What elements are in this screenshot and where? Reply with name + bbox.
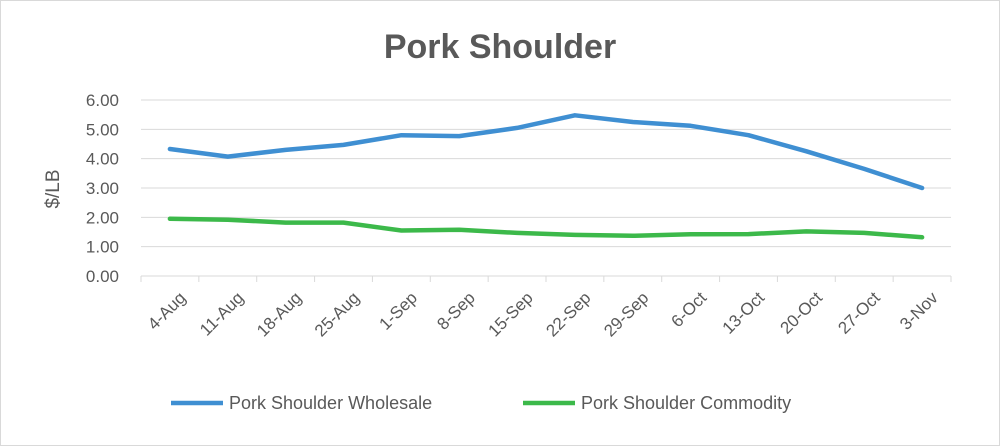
x-tick-label: 27-Oct [834,288,884,338]
y-axis-ticks: 0.00 1.00 2.00 3.00 4.00 5.00 6.00 [86,91,119,286]
x-tick-label: 22-Sep [542,288,594,340]
x-tick-label: 20-Oct [776,288,826,338]
gridlines [140,99,952,282]
chart-title: Pork Shoulder [384,28,616,66]
x-tick-label: 6-Oct [667,288,710,331]
legend-label-1: Pork Shoulder Wholesale [229,393,432,413]
y-tick-label: 2.00 [86,208,119,227]
y-axis-label: $/LB [43,169,64,208]
x-tick-label: 3-Nov [896,288,942,334]
series-line-1 [167,113,925,191]
x-tick-label: 13-Oct [719,288,769,338]
legend-label-2: Pork Shoulder Commodity [581,393,791,413]
x-tick-label: 1-Sep [375,288,421,334]
x-tick-label: 29-Sep [600,288,652,340]
y-tick-label: 0.00 [86,267,119,286]
x-tick-label: 8-Sep [433,288,479,334]
series-line-2 [167,216,925,240]
y-tick-label: 4.00 [86,150,119,169]
x-tick-label: 4-Aug [144,288,190,334]
y-tick-label: 3.00 [86,179,119,198]
x-tick-label: 15-Sep [485,288,537,340]
x-tick-label: 11-Aug [196,288,247,339]
legend: Pork Shoulder Wholesale Pork Shoulder Com… [171,393,791,413]
y-tick-label: 5.00 [86,120,119,139]
x-axis-ticks: 4-Aug 11-Aug 18-Aug 25-Aug 1-Sep 8-Sep 15-Sep 2… [144,288,942,341]
x-tick-label: 18-Aug [253,288,305,340]
y-tick-label: 1.00 [86,238,119,257]
series-lines [167,113,925,240]
x-tick-label: 25-Aug [311,288,363,340]
y-tick-label: 6.00 [86,91,119,110]
